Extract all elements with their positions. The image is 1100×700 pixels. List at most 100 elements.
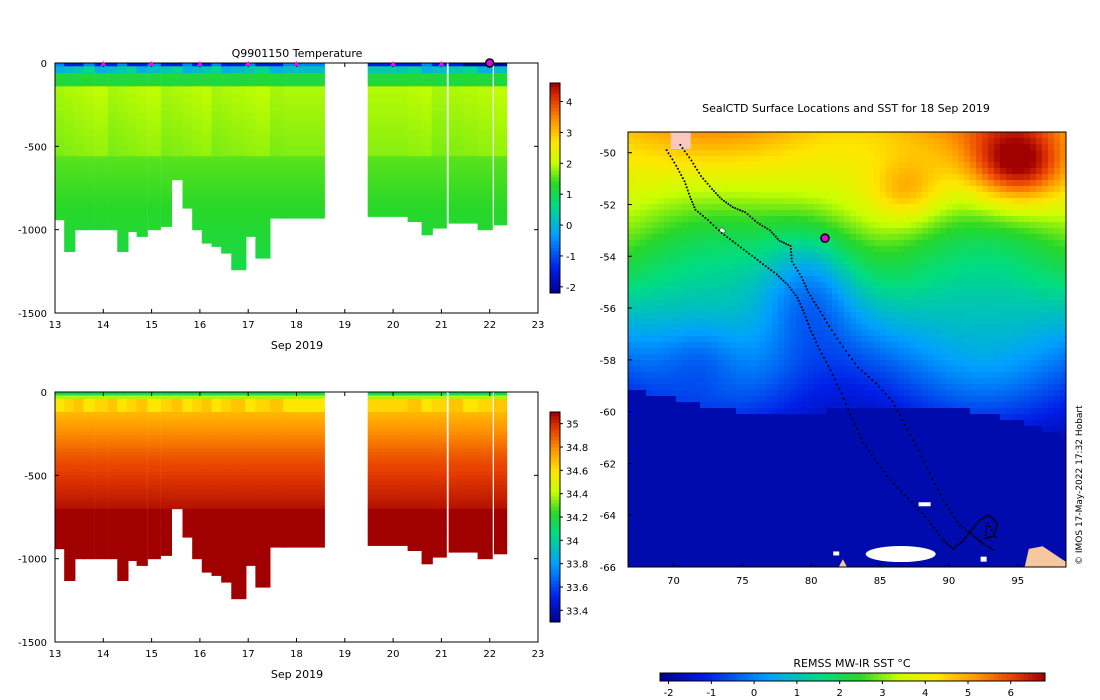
sst-colorbar-swatch [694,673,699,681]
colorbar-swatch [550,90,560,94]
profile-column [431,392,447,558]
sst-colorbar-swatch [878,673,883,681]
sst-raster-row [628,492,1067,499]
colorbar-swatch [550,135,560,140]
map-y-tick-label: -64 [600,511,616,522]
colorbar-swatch [550,478,560,483]
sst-raster-row [628,210,1067,217]
sst-colorbar-swatch [920,673,926,681]
profile-marker [293,61,300,66]
profile-column [448,392,464,553]
profile-column [448,63,464,224]
temperature-chart-title: Q9901150 Temperature [232,47,363,60]
temperature-plot-area [54,63,508,271]
x-tick-label: 19 [338,649,351,660]
colorbar-swatch [550,468,560,472]
map-y-tick-label: -56 [600,304,616,315]
colorbar-swatch [550,429,560,434]
sst-raster-row [628,216,1067,223]
colorbar-swatch [550,233,560,238]
colorbar-swatch [550,251,560,255]
colorbar-swatch [550,604,560,609]
sst-colorbar-swatch [681,673,687,681]
colorbar-swatch [550,118,560,122]
profile-column [64,63,76,252]
map-colorbar-label: REMSS MW-IR SST °C [793,657,911,670]
colorbar-swatch [550,412,560,416]
profile-column [107,392,119,560]
colorbar-swatch [550,261,560,266]
sst-colorbar-swatch [689,673,695,681]
sst-raster-row [628,288,1067,295]
ice-patch [865,546,936,563]
profile-column [64,392,76,581]
colorbar-swatch [550,156,560,161]
y-tick-label: -500 [24,142,47,153]
colorbar-swatch [550,163,560,168]
sst-colorbar-swatch [792,673,798,681]
sst-raster-row [628,546,1067,553]
sst-colorbar-swatch [672,673,678,681]
x-tick-label: 14 [97,320,110,331]
sst-colorbar-swatch [891,673,896,681]
sst-raster-row [628,312,1067,319]
sst-colorbar-swatch [869,673,875,681]
sst-raster-row [628,342,1067,349]
sst-raster-row [628,330,1067,337]
sst-raster-row [628,240,1067,247]
y-tick-label: -500 [24,471,47,482]
sst-colorbar-swatch [972,673,978,681]
colorbar-swatch [550,471,560,476]
colorbar-swatch [550,142,560,147]
sst-raster-row [628,504,1067,511]
colorbar-swatch [550,450,560,455]
sst-raster-row [628,402,1067,409]
colorbar-swatch [550,464,560,469]
sst-colorbar-tick-label: -2 [664,688,674,699]
colorbar-swatch [550,149,560,154]
profile-column [477,63,493,231]
ice-fragment [833,551,840,556]
colorbar-swatch [550,237,560,241]
sst-raster-row [628,192,1067,199]
colorbar-tick-label: 33.8 [566,560,588,571]
sst-raster-row [628,144,1067,151]
sst-colorbar-swatch [1006,673,1012,681]
sst-colorbar-swatch [831,673,836,681]
colorbar-swatch [550,240,560,245]
colorbar-swatch [550,188,560,192]
colorbar-swatch [550,97,560,101]
profile-column [255,392,271,588]
colorbar-swatch [550,275,560,280]
sst-colorbar-swatch [724,673,729,681]
sst-colorbar-swatch [771,673,776,681]
colorbar-swatch [550,527,560,532]
profile-column [245,63,257,237]
colorbar-swatch [550,282,560,287]
colorbar-swatch [550,170,560,175]
profile-marker [438,61,445,66]
sst-raster-row [628,534,1067,541]
x-tick-label: 17 [242,320,255,331]
profile-column [117,63,129,252]
sst-raster-row [628,438,1067,445]
sst-colorbar-swatch [754,673,759,681]
colorbar-tick-label: 34.8 [566,443,588,454]
sst-colorbar-swatch [788,673,794,681]
sst-colorbar-swatch [929,673,935,681]
sst-raster-row [628,252,1067,259]
colorbar-swatch [550,128,560,133]
sst-colorbar-swatch [873,673,879,681]
colorbar-swatch [550,121,560,126]
profile-column [127,392,139,561]
colorbar-swatch [550,104,560,108]
sst-colorbar-swatch [745,673,751,681]
colorbar-swatch [550,107,560,112]
sst-raster-row [628,276,1067,283]
sst-colorbar-swatch [664,673,670,681]
colorbar-swatch [550,289,560,294]
colorbar-tick-label: 34 [566,536,579,547]
x-tick-label: 22 [483,320,496,331]
colorbar-swatch [550,419,560,423]
